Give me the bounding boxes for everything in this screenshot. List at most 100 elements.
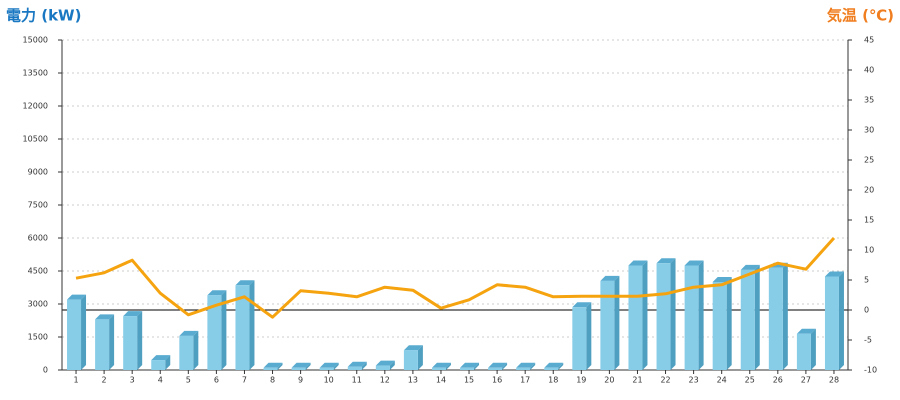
- y2-tick-label: 30: [864, 126, 874, 135]
- y2-tick-label: 40: [864, 66, 874, 75]
- bar-face: [516, 367, 531, 370]
- bar-face: [291, 367, 306, 370]
- bar-face: [375, 360, 395, 366]
- bar: [600, 275, 620, 370]
- y-tick-label: 13500: [23, 69, 48, 78]
- x-tick-label: 22: [660, 376, 670, 385]
- bar-face: [123, 311, 143, 317]
- bar-face: [544, 362, 564, 368]
- x-tick-label: 8: [270, 376, 275, 385]
- bar-face: [333, 362, 339, 370]
- x-tick-label: 25: [745, 376, 755, 385]
- x-tick-label: 23: [689, 376, 699, 385]
- y-tick-label: 0: [43, 366, 48, 375]
- x-tick-label: 21: [632, 376, 642, 385]
- y2-tick-label: -10: [864, 366, 877, 375]
- bar-face: [600, 280, 615, 370]
- y2-tick-label: 45: [864, 36, 874, 45]
- bar: [431, 362, 451, 370]
- bar-face: [137, 311, 143, 370]
- x-tick-label: 6: [214, 376, 219, 385]
- y-tick-label: 3000: [28, 300, 48, 309]
- y-tick-label: 9000: [28, 168, 48, 177]
- bar-face: [572, 302, 592, 308]
- bar-face: [782, 262, 788, 370]
- bar: [95, 314, 115, 370]
- bar-face: [221, 290, 227, 370]
- bar-face: [488, 362, 508, 368]
- bar-face: [502, 362, 508, 370]
- x-tick-label: 5: [186, 376, 191, 385]
- bar: [67, 294, 87, 370]
- bar: [291, 362, 311, 370]
- bar: [151, 355, 171, 370]
- bar-face: [319, 362, 339, 368]
- bar-face: [151, 355, 171, 361]
- bar-face: [712, 277, 732, 282]
- bar-face: [754, 264, 760, 370]
- bar: [516, 362, 536, 370]
- bar-face: [474, 362, 480, 370]
- bar-face: [249, 280, 255, 370]
- x-tick-label: 27: [801, 376, 811, 385]
- bar: [740, 264, 760, 370]
- x-tick-label: 24: [717, 376, 727, 385]
- bar-face: [460, 362, 480, 368]
- bar-face: [600, 275, 620, 281]
- bar: [235, 280, 255, 370]
- bar-face: [207, 290, 227, 296]
- y-axis-title: 電力 (kW): [6, 7, 81, 25]
- bar-face: [684, 260, 704, 266]
- bar-face: [824, 276, 839, 370]
- bar-face: [684, 265, 699, 370]
- bar-face: [656, 263, 671, 370]
- x-tick-label: 16: [492, 376, 502, 385]
- bar-face: [726, 277, 732, 370]
- bar-face: [768, 267, 783, 370]
- x-tick-label: 3: [130, 376, 135, 385]
- bar-face: [179, 335, 194, 370]
- bar-face: [488, 367, 503, 370]
- y2-tick-label: 35: [864, 96, 874, 105]
- bar-face: [95, 314, 115, 320]
- bar: [403, 345, 423, 370]
- bar-face: [431, 367, 446, 370]
- bar-face: [151, 360, 166, 370]
- bar-face: [81, 294, 87, 370]
- y2-axis-title: 気温 (℃): [827, 7, 894, 25]
- y-tick-label: 10500: [23, 135, 48, 144]
- bar: [179, 330, 199, 370]
- bar-face: [431, 362, 451, 368]
- bar-face: [207, 295, 222, 370]
- y2-tick-label: -5: [864, 336, 872, 345]
- y2-tick-label: 5: [864, 276, 869, 285]
- y-tick-label: 1500: [28, 333, 48, 342]
- bar-face: [319, 367, 334, 370]
- bar-face: [838, 271, 844, 370]
- bar: [263, 362, 283, 370]
- x-tick-label: 12: [380, 376, 390, 385]
- x-tick-label: 20: [604, 376, 614, 385]
- bar: [207, 290, 227, 370]
- bar-face: [375, 365, 390, 370]
- bar-face: [656, 258, 676, 264]
- bar-face: [347, 361, 367, 367]
- x-tick-label: 4: [158, 376, 163, 385]
- y-tick-label: 12000: [23, 102, 48, 111]
- x-tick-label: 17: [520, 376, 530, 385]
- bar: [796, 328, 816, 370]
- bar-face: [403, 350, 418, 370]
- bar: [319, 362, 339, 370]
- x-tick-label: 11: [352, 376, 362, 385]
- x-tick-label: 13: [408, 376, 418, 385]
- bar: [488, 362, 508, 370]
- bar: [123, 311, 143, 370]
- line-series: [75, 236, 836, 319]
- bar: [768, 262, 788, 370]
- y-tick-label: 7500: [28, 201, 48, 210]
- bar-face: [740, 269, 755, 370]
- bar-face: [642, 260, 648, 370]
- bar-face: [403, 345, 423, 351]
- bar-face: [277, 362, 283, 370]
